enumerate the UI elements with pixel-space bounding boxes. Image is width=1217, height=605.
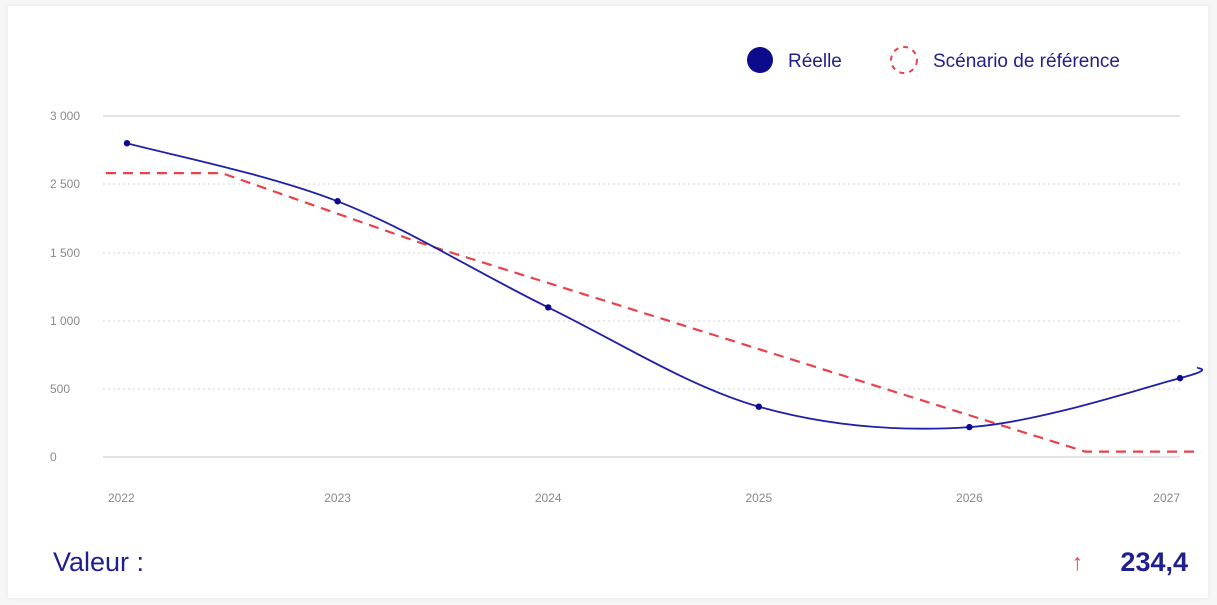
data-point: [966, 423, 973, 431]
legend-actual-marker: [747, 47, 773, 73]
y-tick-label: 3 000: [50, 109, 80, 123]
series-line-actual: [126, 142, 1204, 430]
x-tick-label: 2026: [956, 491, 983, 505]
data-point: [123, 140, 131, 147]
legend-actual-label: Réelle: [788, 51, 842, 72]
y-tick-label: 2 500: [50, 177, 80, 191]
data-point: [545, 304, 552, 311]
legend-reference-marker: [890, 46, 918, 74]
y-axis: 3 000 2 500 1 500 1 000 500 0: [50, 109, 80, 464]
data-point: [334, 198, 341, 205]
series-line-reference: [105, 172, 1202, 453]
y-tick-label: 1 500: [50, 246, 80, 260]
value-number: 234,4: [1120, 547, 1188, 577]
legend-reference-label: Scénario de référence: [933, 51, 1120, 72]
chart-card: Réelle Scénario de référence 3 000 2 500 1…: [8, 6, 1208, 598]
line-chart: Réelle Scénario de référence 3 000 2 500 1…: [50, 46, 1204, 505]
y-tick-label: 0: [50, 450, 57, 464]
data-point: [755, 403, 762, 410]
y-tick-label: 500: [50, 382, 70, 396]
y-tick-label: 1 000: [50, 314, 80, 328]
x-tick-label: 2022: [108, 491, 135, 505]
grid: [103, 115, 1180, 458]
x-tick-label: 2027: [1153, 491, 1180, 505]
series: [105, 140, 1204, 453]
x-tick-label: 2025: [745, 491, 772, 505]
value-label: Valeur :: [53, 547, 145, 577]
x-tick-label: 2023: [324, 491, 351, 505]
value-row: Valeur : ↑ 234,4: [53, 541, 1217, 585]
legend: Réelle Scénario de référence: [747, 46, 1120, 74]
data-point: [1176, 374, 1184, 382]
up-arrow-icon: ↑: [1071, 549, 1084, 575]
x-tick-label: 2024: [535, 491, 562, 505]
x-axis: 2022 2023 2024 2025 2026 2027: [108, 491, 1180, 505]
